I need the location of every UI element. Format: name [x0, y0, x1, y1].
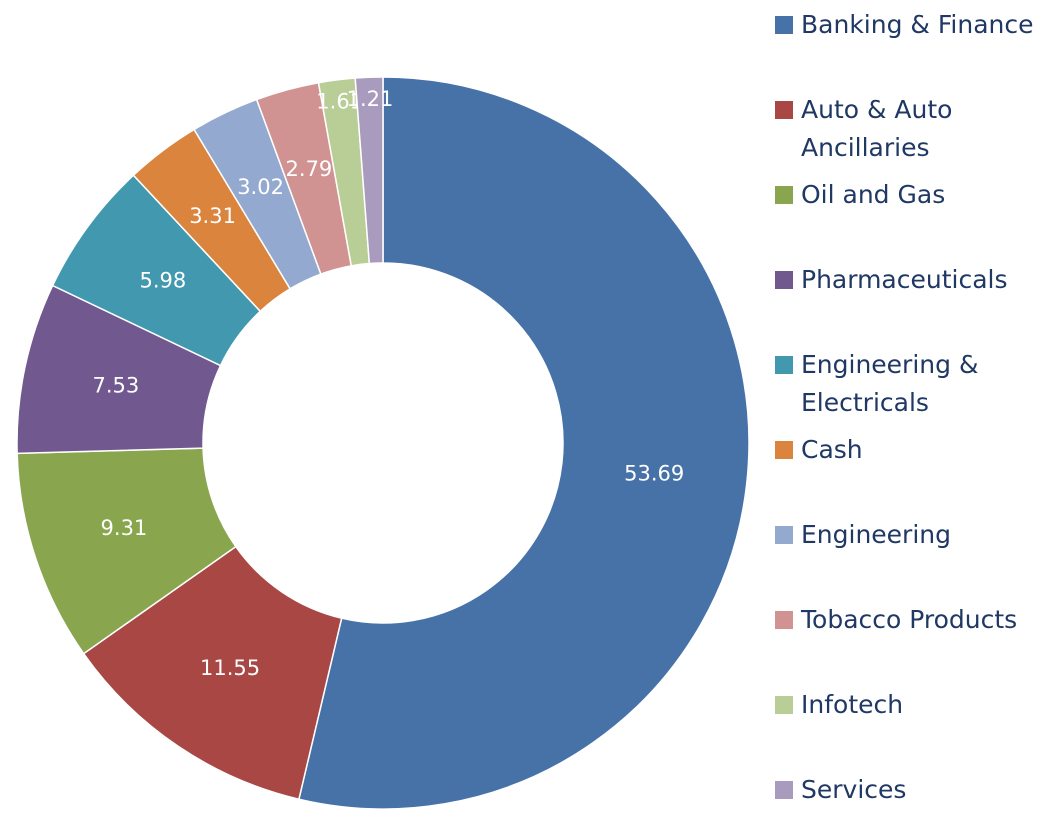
- legend-label: Oil and Gas: [801, 180, 946, 209]
- legend-swatch: [775, 696, 793, 714]
- legend-label: Engineering: [801, 520, 951, 549]
- legend-swatch: [775, 16, 793, 34]
- legend-label: Engineering & Electricals: [801, 350, 979, 417]
- legend-item: Infotech: [775, 686, 1040, 724]
- data-label: 53.69: [624, 462, 684, 486]
- legend-swatch: [775, 526, 793, 544]
- legend-swatch: [775, 611, 793, 629]
- legend-item: Services: [775, 771, 1040, 809]
- slice: [297, 76, 750, 810]
- data-label: 5.98: [139, 269, 186, 293]
- legend-swatch: [775, 101, 793, 119]
- legend-item: Tobacco Products: [775, 601, 1040, 639]
- data-label: 1.21: [347, 87, 394, 111]
- legend-label: Banking & Finance: [801, 10, 1034, 39]
- legend-swatch: [775, 441, 793, 459]
- legend-item: Pharmaceuticals: [775, 261, 1040, 299]
- data-label: 11.55: [200, 656, 260, 680]
- data-label: 3.02: [237, 175, 284, 199]
- donut-area: 53.69 11.55 9.31 7.53 5.98 3.313.022.79 1.611.…: [16, 76, 750, 810]
- legend-swatch: [775, 781, 793, 799]
- data-label: 7.53: [93, 374, 140, 398]
- legend-label: Infotech: [801, 690, 904, 719]
- legend-label: Auto & Auto Ancillaries: [801, 95, 953, 162]
- legend-label: Tobacco Products: [801, 605, 1018, 634]
- legend-item: Engineering & Electricals: [775, 346, 1040, 422]
- legend-swatch: [775, 271, 793, 289]
- legend-label: Cash: [801, 435, 863, 464]
- legend-item: Engineering: [775, 516, 1040, 554]
- data-label: 2.79: [286, 157, 333, 181]
- legend-item: Oil and Gas: [775, 176, 1040, 214]
- slice: [82, 545, 343, 801]
- legend-swatch: [775, 186, 793, 204]
- data-label: 3.31: [189, 204, 236, 228]
- legend-swatch: [775, 356, 793, 374]
- legend-item: Auto & Auto Ancillaries: [775, 91, 1040, 167]
- legend-label: Pharmaceuticals: [801, 265, 1008, 294]
- slice: [354, 76, 384, 265]
- legend-item: Banking & Finance: [775, 6, 1040, 44]
- data-label: 1.61: [316, 90, 363, 114]
- legend-item: Cash: [775, 431, 1040, 469]
- legend-label: Services: [801, 775, 907, 804]
- data-label: 9.31: [101, 516, 148, 540]
